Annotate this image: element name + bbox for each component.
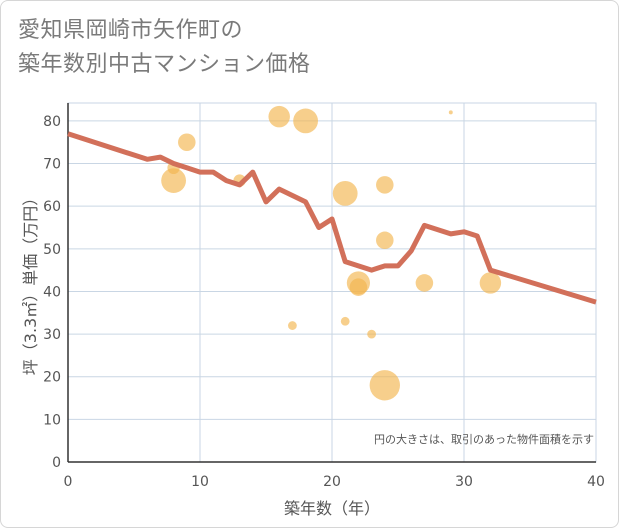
bubble-point <box>376 176 394 194</box>
bubble-point <box>415 274 434 292</box>
y-tick-labels: 0 10 20 30 40 50 60 70 80 <box>43 114 61 471</box>
bubble-point <box>293 108 318 134</box>
x-tick-label: 10 <box>191 474 209 490</box>
bubble-point <box>288 321 297 330</box>
title-line-2: 築年数別中古マンション価格 <box>18 52 311 77</box>
bubble-point <box>448 110 453 115</box>
bubble-point <box>479 272 502 294</box>
x-tick-label: 0 <box>64 474 73 490</box>
bubble-point <box>161 168 187 193</box>
bubble-point <box>178 133 196 151</box>
y-tick-label: 0 <box>52 455 61 471</box>
x-tick-label: 40 <box>587 474 605 490</box>
bubble-point <box>376 231 394 250</box>
bubble-point <box>369 370 400 401</box>
y-tick-label: 30 <box>43 327 61 343</box>
y-tick-label: 60 <box>43 199 61 215</box>
x-axis-label: 築年数（年） <box>284 499 380 518</box>
y-tick-label: 10 <box>43 412 61 428</box>
bubble-point <box>367 329 376 339</box>
y-tick-label: 50 <box>43 242 61 258</box>
gridlines <box>67 102 597 463</box>
x-tick-label: 20 <box>323 474 341 490</box>
bubble-point <box>268 105 290 128</box>
y-tick-label: 20 <box>43 370 61 386</box>
bubble-point <box>332 180 358 206</box>
y-tick-label: 70 <box>43 157 61 173</box>
bubble-point <box>340 316 350 326</box>
y-axis-label: 坪（3.3㎡）単価（万円） <box>21 190 40 375</box>
trend-line <box>67 131 597 305</box>
chart-title: 愛知県岡崎市矢作町の 築年数別中古マンション価格 <box>18 14 311 82</box>
bubble-point <box>349 278 368 296</box>
title-line-1: 愛知県岡崎市矢作町の <box>18 18 244 43</box>
bubble-size-note: 円の大きさは、取引のあった物件面積を示す <box>374 432 594 446</box>
x-tick-label: 30 <box>455 474 473 490</box>
x-tick-labels: 0 10 20 30 40 <box>64 474 605 490</box>
bubbles <box>161 105 502 401</box>
y-tick-label: 80 <box>43 114 61 130</box>
y-tick-label: 40 <box>43 284 61 300</box>
